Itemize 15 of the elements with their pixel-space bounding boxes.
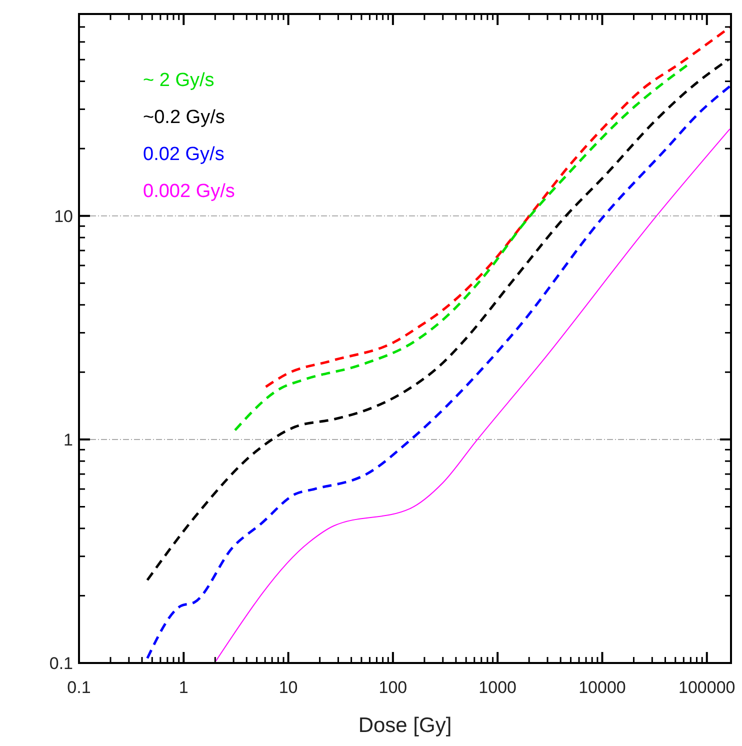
x-tick-label: 10 <box>278 678 298 697</box>
x-tick-label: 10000 <box>578 678 626 697</box>
x-tick-label: 1000 <box>478 678 517 697</box>
text: 0.002 Gy/s <box>143 181 235 202</box>
x-axis-title: Dose [Gy] <box>358 714 452 737</box>
text: 0.02 Gy/s <box>143 144 224 165</box>
x-tick-label: 100 <box>378 678 408 697</box>
text: ~0.2 Gy/s <box>143 107 225 128</box>
x-tick-label: 100000 <box>678 678 736 697</box>
y-tick-label: 10 <box>54 206 73 226</box>
x-tick-label: 0.1 <box>67 678 91 697</box>
x-tick-label: 1 <box>178 678 188 697</box>
text: ~ 2 Gy/s <box>143 70 214 91</box>
y-tick-label: 1 <box>64 430 73 450</box>
y-tick-label: 0.1 <box>49 654 73 673</box>
